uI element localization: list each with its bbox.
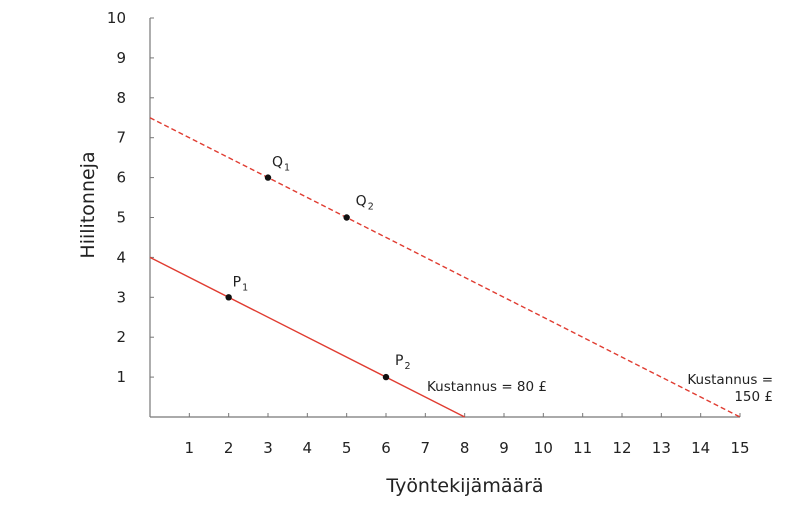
y-tick-label: 10 (107, 9, 126, 27)
point-label-p1: P1 (233, 274, 249, 293)
y-tick-label: 7 (116, 129, 126, 147)
x-tick-label: 15 (730, 439, 749, 457)
y-tick-label: 1 (116, 368, 126, 386)
x-tick-label: 6 (381, 439, 391, 457)
y-tick-label: 3 (116, 288, 126, 306)
x-tick-label: 3 (263, 439, 273, 457)
point-label-subscript: 2 (368, 202, 374, 213)
x-tick-label: 14 (691, 439, 710, 457)
data-points: P1 P2 Q1 Q2 (225, 155, 411, 381)
y-tick-label: 2 (116, 328, 126, 346)
x-tick-label: 1 (185, 439, 195, 457)
cost-150-line (149, 117, 741, 418)
x-tick-label: 7 (421, 439, 431, 457)
x-tick-label: 5 (342, 439, 352, 457)
y-tick-label: 8 (116, 89, 126, 107)
x-tick-label: 10 (534, 439, 553, 457)
point-label-p2: P2 (395, 353, 411, 372)
point-label-subscript: 1 (242, 282, 248, 293)
point-label-q1: Q1 (272, 155, 290, 174)
axes (149, 17, 741, 418)
data-point-q2 (343, 214, 350, 221)
y-tick-label: 5 (116, 209, 126, 227)
cost-150-label: 150 £ (734, 389, 773, 405)
y-axis-title: Hiilitonneja (77, 151, 99, 258)
annotations: Kustannus = 80 £ Kustannus =150 £ (427, 372, 773, 405)
cost-80-line (149, 256, 465, 418)
x-tick-label: 8 (460, 439, 470, 457)
y-tick-label: 6 (116, 169, 126, 187)
point-label-subscript: 1 (284, 163, 290, 174)
y-tick-label: 9 (116, 49, 126, 67)
x-tick-label: 11 (573, 439, 592, 457)
series-lines (149, 117, 741, 418)
x-tick-label: 4 (303, 439, 313, 457)
x-tick-label: 2 (224, 439, 234, 457)
x-axis-title: Työntekijämäärä (385, 475, 543, 497)
x-tick-label: 9 (499, 439, 509, 457)
data-point-p2 (382, 373, 390, 381)
point-label-subscript: 2 (404, 361, 410, 372)
point-label-q2: Q2 (356, 194, 374, 213)
data-point-p1 (225, 294, 232, 301)
y-tick-label: 4 (116, 248, 126, 266)
x-tick-label: 12 (612, 439, 631, 457)
x-tick-label: 13 (652, 439, 671, 457)
data-point-q1 (264, 174, 272, 181)
cost-80-label: Kustannus = 80 £ (427, 379, 547, 395)
cost-150-label: Kustannus = (687, 372, 773, 388)
